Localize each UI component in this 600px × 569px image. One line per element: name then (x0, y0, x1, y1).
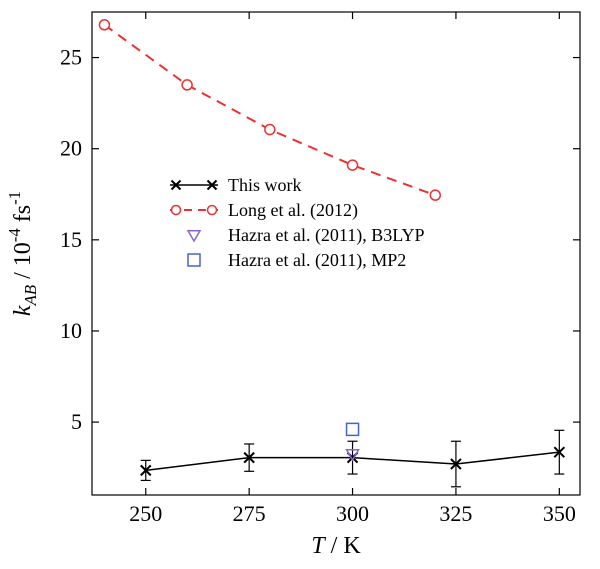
x-tick-label: 300 (336, 501, 369, 526)
y-tick-label: 20 (60, 136, 82, 161)
marker-square (188, 254, 200, 266)
marker-circle (99, 20, 109, 30)
marker-square (347, 423, 359, 435)
x-tick-label: 325 (439, 501, 472, 526)
marker-circle (182, 80, 192, 90)
marker-triangle-down (188, 231, 200, 241)
y-axis-label: kAB / 10-4 fs-1 (5, 191, 40, 316)
legend-label: Hazra et al. (2011), B3LYP (228, 225, 424, 246)
y-tick-label: 10 (60, 318, 82, 343)
rate-constant-chart: 250 275 300 325 350 5 10 15 20 25 T / K kAB / 10-4 … (0, 0, 600, 569)
legend-label: Hazra et al. (2011), MP2 (228, 250, 406, 271)
y-tick-label: 5 (71, 409, 82, 434)
series-line (104, 25, 435, 195)
x-tick-label: 275 (233, 501, 266, 526)
marker-circle (265, 125, 275, 135)
y-tick-label: 25 (60, 45, 82, 70)
marker-circle (172, 206, 181, 215)
x-tick-label: 350 (543, 501, 576, 526)
y-tick-label: 15 (60, 227, 82, 252)
chart-svg: 250 275 300 325 350 5 10 15 20 25 T / K kAB / 10-4 … (0, 0, 600, 569)
legend-label: Long et al. (2012) (228, 200, 358, 221)
x-tick-label: 250 (129, 501, 162, 526)
x-axis-label: T / K (311, 533, 361, 559)
marker-circle (208, 206, 217, 215)
marker-circle (348, 160, 358, 170)
legend-label: This work (228, 175, 302, 195)
marker-circle (430, 190, 440, 200)
